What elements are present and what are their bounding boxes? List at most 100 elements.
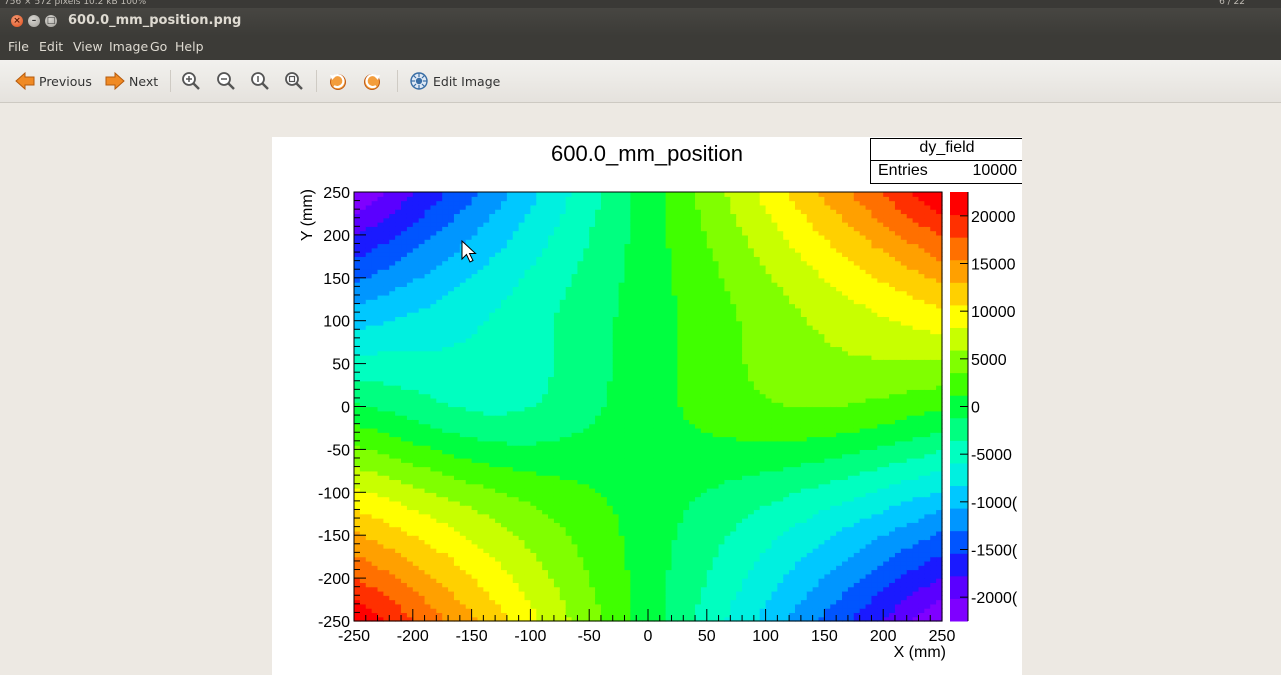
menu-help[interactable]: Help: [175, 39, 204, 54]
close-window-button[interactable]: ×: [11, 15, 23, 27]
heatmap-cell: [477, 582, 484, 588]
heatmap-cell: [354, 307, 361, 313]
heatmap-cell: [395, 483, 402, 489]
heatmap-cell: [401, 376, 408, 382]
heatmap-cell: [530, 350, 537, 356]
minimize-window-button[interactable]: –: [28, 15, 40, 27]
heatmap-cell: [424, 492, 432, 498]
menu-file[interactable]: File: [8, 39, 29, 54]
heatmap-cell: [524, 543, 531, 549]
heatmap-cell: [471, 483, 479, 489]
heatmap-cell: [536, 247, 543, 253]
menu-go[interactable]: Go: [150, 39, 168, 54]
heatmap-cell: [495, 329, 502, 335]
heatmap-cell: [612, 316, 620, 322]
heatmap-cell: [624, 393, 631, 399]
heatmap-cell: [383, 440, 390, 446]
heatmap-cell: [595, 488, 602, 493]
heatmap-cell: [524, 427, 531, 433]
heatmap-cell: [430, 367, 437, 373]
heatmap-cell: [412, 599, 420, 605]
heatmap-cell: [577, 213, 584, 219]
heatmap-cell: [530, 406, 537, 412]
heatmap-cell: [524, 582, 531, 588]
heatmap-cell: [559, 410, 567, 416]
heatmap-cell: [595, 526, 602, 532]
heatmap-cell: [524, 496, 531, 502]
heatmap-cell: [518, 234, 526, 240]
heatmap-cell: [536, 239, 543, 245]
heatmap-cell: [459, 204, 467, 210]
menu-edit[interactable]: Edit: [39, 39, 64, 54]
heatmap-cell: [630, 552, 637, 558]
heatmap-cell: [577, 466, 584, 472]
rotate-left-button[interactable]: [327, 70, 349, 92]
heatmap-cell: [624, 294, 631, 300]
heatmap-cell: [477, 209, 484, 215]
heatmap-cell: [418, 423, 426, 429]
heatmap-cell: [583, 264, 590, 270]
heatmap-cell: [465, 565, 473, 571]
heatmap-cell: [442, 367, 449, 373]
heatmap-cell: [536, 415, 543, 420]
rotate-right-button[interactable]: [361, 70, 383, 92]
heatmap-cell: [465, 432, 473, 438]
heatmap-cell: [583, 539, 590, 545]
heatmap-cell: [448, 204, 455, 210]
heatmap-cell: [418, 303, 426, 309]
heatmap-cell: [589, 346, 596, 352]
heatmap-cell: [406, 595, 414, 601]
heatmap-cell: [471, 526, 479, 532]
heatmap-cell: [359, 204, 367, 210]
heatmap-cell: [371, 582, 379, 588]
heatmap-cell: [453, 415, 461, 420]
edit-image-button[interactable]: Edit Image: [408, 70, 500, 92]
heatmap-cell: [636, 569, 643, 575]
heatmap-cell: [501, 269, 508, 275]
zoom-fit-button[interactable]: [283, 70, 305, 92]
heatmap-cell: [424, 213, 432, 219]
heatmap-cell: [448, 230, 455, 236]
heatmap-cell: [518, 535, 526, 541]
heatmap-cell: [530, 590, 537, 596]
heatmap-cell: [459, 389, 467, 395]
heatmap-cell: [630, 402, 637, 408]
heatmap-cell: [630, 230, 637, 236]
zoom-in-button[interactable]: [180, 70, 202, 92]
heatmap-cell: [483, 346, 490, 352]
heatmap-cell: [542, 406, 549, 412]
heatmap-cell: [612, 603, 620, 609]
heatmap-cell: [371, 595, 379, 601]
heatmap-cell: [571, 505, 579, 511]
heatmap-cell: [377, 269, 384, 275]
heatmap-cell: [606, 436, 614, 442]
window-titlebar[interactable]: × – □ 600.0_mm_position.png: [0, 8, 1281, 36]
heatmap-cell: [448, 260, 455, 266]
heatmap-cell: [371, 277, 379, 283]
heatmap-cell: [612, 196, 620, 202]
heatmap-cell: [618, 380, 626, 386]
heatmap-cell: [548, 415, 555, 420]
heatmap-cell: [418, 312, 426, 318]
heatmap-cell: [506, 530, 514, 536]
heatmap-cell: [542, 539, 549, 545]
maximize-window-button[interactable]: □: [45, 15, 57, 27]
zoom-normal-button[interactable]: [249, 70, 271, 92]
heatmap-cell: [571, 204, 579, 210]
heatmap-cell: [530, 565, 537, 571]
menu-image[interactable]: Image: [109, 39, 149, 54]
next-button[interactable]: Next: [104, 70, 158, 92]
heatmap-cell: [600, 213, 608, 219]
heatmap-cell: [600, 299, 608, 305]
previous-button[interactable]: Previous: [14, 70, 92, 92]
zoom-out-button[interactable]: [215, 70, 237, 92]
menu-view[interactable]: View: [73, 39, 103, 54]
heatmap-cell: [436, 324, 443, 330]
heatmap-cell: [365, 586, 373, 592]
heatmap-cell: [506, 565, 514, 571]
heatmap-cell: [600, 522, 608, 528]
heatmap-cell: [365, 303, 373, 309]
heatmap-cell: [471, 329, 479, 335]
heatmap-cell: [354, 402, 361, 408]
heatmap-cell: [489, 500, 496, 506]
